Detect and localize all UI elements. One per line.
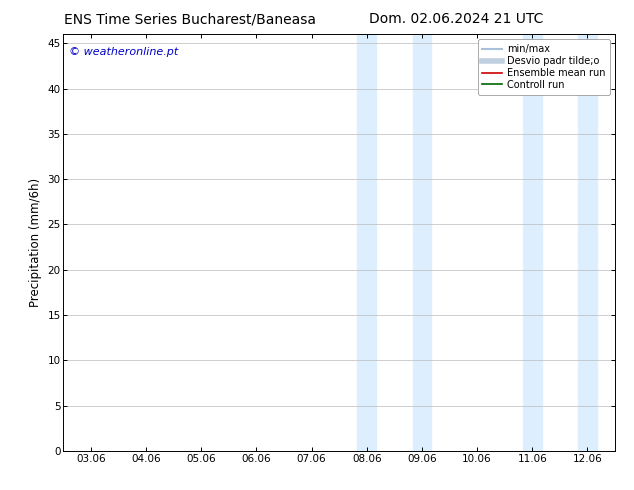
Legend: min/max, Desvio padr tilde;o, Ensemble mean run, Controll run: min/max, Desvio padr tilde;o, Ensemble m… — [477, 39, 610, 95]
Text: © weatheronline.pt: © weatheronline.pt — [69, 47, 178, 57]
Bar — [578, 34, 597, 451]
Bar — [358, 34, 376, 451]
Bar — [523, 34, 541, 451]
Y-axis label: Precipitation (mm/6h): Precipitation (mm/6h) — [29, 178, 42, 307]
Text: Dom. 02.06.2024 21 UTC: Dom. 02.06.2024 21 UTC — [369, 12, 544, 26]
Text: ENS Time Series Bucharest/Baneasa: ENS Time Series Bucharest/Baneasa — [64, 12, 316, 26]
Bar — [413, 34, 431, 451]
